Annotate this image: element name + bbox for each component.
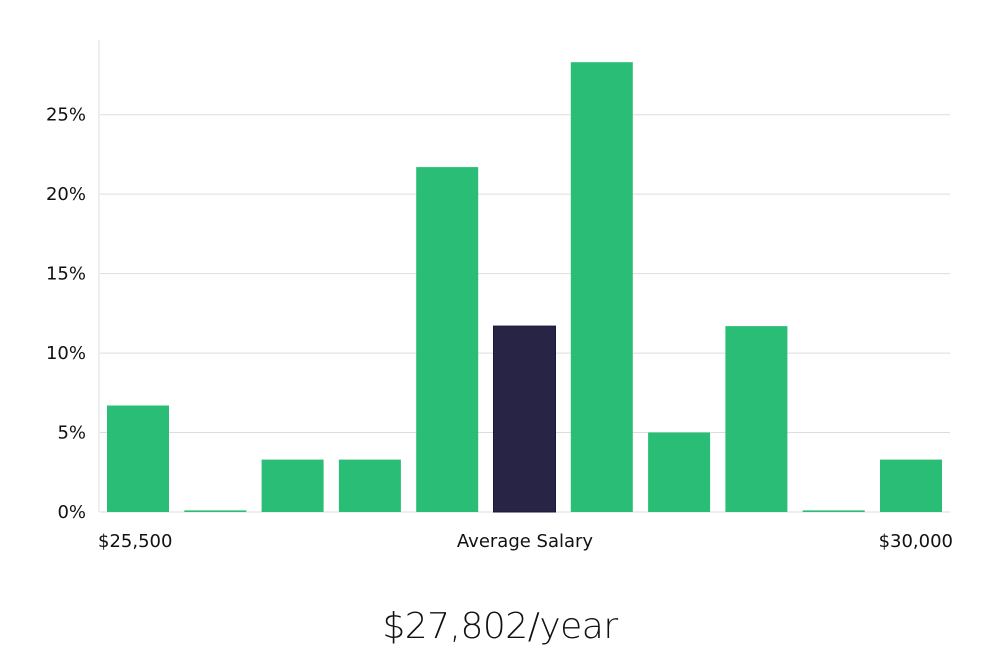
y-tick-label: 5% — [57, 423, 86, 444]
bar — [570, 62, 633, 512]
bar — [107, 405, 169, 512]
bar — [648, 432, 711, 512]
bar — [338, 459, 401, 512]
bar-average-salary — [493, 325, 556, 513]
y-tick-label: 0% — [57, 502, 86, 523]
x-center-label: Average Salary — [457, 531, 594, 552]
y-tick-labels: 0% 5% 10% 15% 20% 25% — [46, 105, 86, 523]
x-left-label: $25,500 — [98, 531, 172, 552]
average-salary-headline: $27,802/year — [382, 606, 618, 647]
y-tick-label: 25% — [46, 105, 86, 126]
bar — [880, 459, 942, 512]
bar — [261, 459, 324, 512]
y-tick-label: 20% — [46, 184, 86, 205]
y-tick-label: 10% — [46, 343, 86, 364]
bar — [184, 510, 247, 512]
x-right-label: $30,000 — [879, 531, 953, 552]
y-tick-label: 15% — [46, 264, 86, 285]
salary-histogram: 0%5%10%15%20%25% $25,500 Average Salary … — [46, 40, 953, 552]
bar — [416, 167, 479, 512]
bar — [725, 326, 788, 512]
bars — [107, 62, 942, 513]
bar — [802, 510, 865, 512]
